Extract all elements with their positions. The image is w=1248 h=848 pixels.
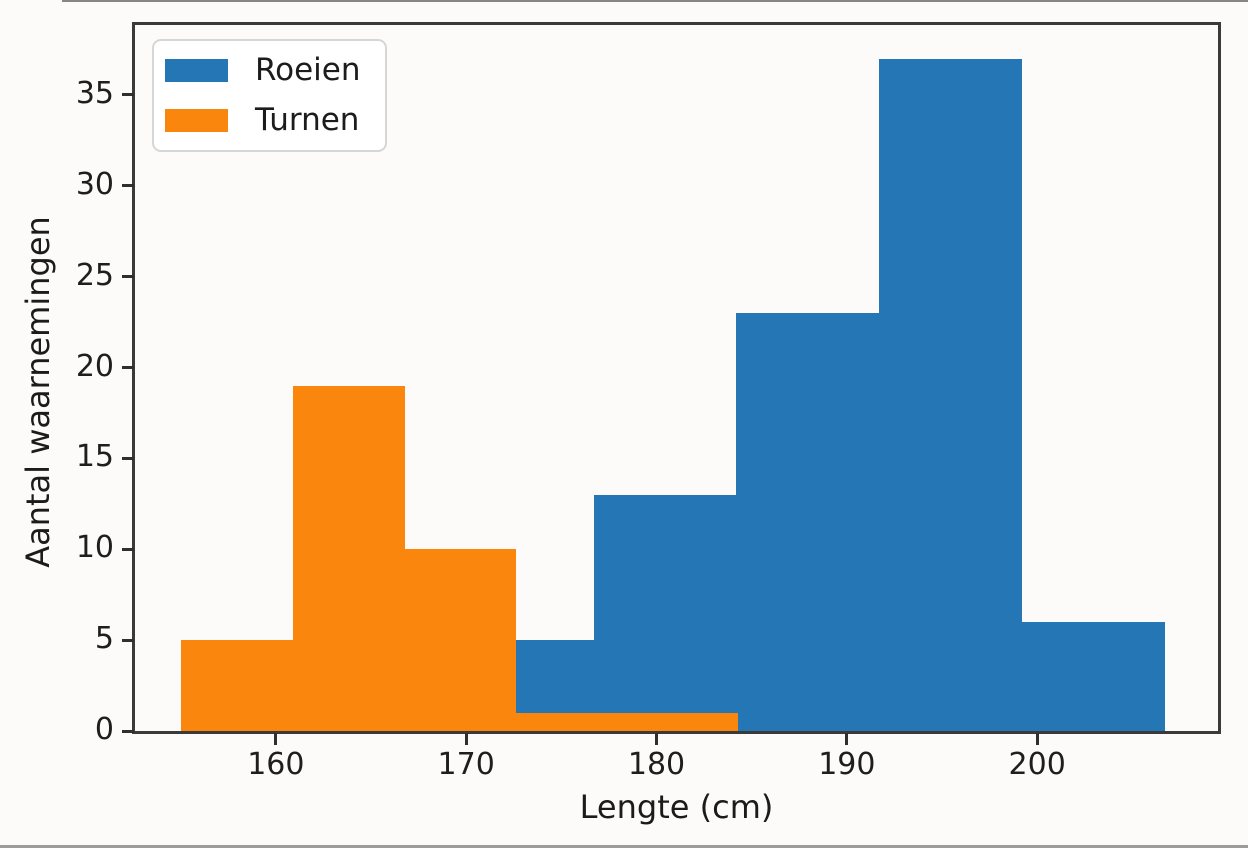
y-tick-label: 15 [75, 439, 114, 475]
legend-item-roeien: Roeien [154, 50, 385, 92]
x-tick-label: 190 [818, 747, 876, 782]
hist-bar-roeien-2 [736, 313, 880, 731]
y-tick-mark [122, 366, 134, 370]
legend: Roeien Turnen [152, 39, 387, 152]
hist-bar-roeien-1 [593, 494, 737, 731]
y-tick-label: 30 [75, 166, 114, 202]
hist-bar-turnen-4 [626, 712, 739, 731]
hist-bar-roeien-4 [1021, 621, 1165, 731]
y-tick-label: 0 [94, 711, 114, 747]
legend-swatch-turnen-icon [165, 109, 228, 132]
hist-bar-roeien-3 [879, 58, 1022, 731]
hist-bar-turnen-3 [515, 712, 627, 731]
x-tick-mark [464, 733, 468, 745]
y-axis-label: Aantal waarnemingen [19, 216, 57, 568]
x-tick-mark [1035, 733, 1039, 745]
y-tick-mark [122, 547, 134, 551]
y-tick-label: 5 [94, 620, 114, 656]
hist-bar-turnen-1 [292, 385, 406, 731]
x-tick-label: 180 [627, 747, 686, 782]
x-tick-label: 160 [247, 747, 305, 782]
y-tick-label: 25 [75, 257, 114, 293]
x-axis-label: Lengte (cm) [579, 788, 774, 826]
legend-label-roeien: Roeien [255, 52, 361, 88]
photo-edge-artifact-bottom [0, 845, 1248, 848]
legend-swatch-roeien-icon [165, 59, 228, 82]
y-tick-mark [122, 729, 134, 733]
x-tick-mark [845, 733, 849, 745]
y-tick-mark [122, 638, 134, 642]
legend-item-turnen: Turnen [154, 100, 385, 142]
plot-area [135, 25, 1218, 731]
x-tick-label: 170 [437, 747, 495, 782]
y-tick-label: 20 [75, 348, 114, 384]
y-tick-mark [122, 93, 134, 97]
y-tick-mark [122, 456, 134, 460]
y-tick-mark [122, 184, 134, 188]
y-tick-mark [122, 275, 134, 279]
x-tick-mark [274, 733, 278, 745]
x-tick-mark [655, 733, 658, 745]
y-tick-label: 35 [75, 75, 114, 111]
x-tick-label: 200 [1008, 747, 1066, 782]
hist-bar-turnen-2 [405, 549, 516, 731]
legend-label-turnen: Turnen [255, 102, 360, 138]
photo-edge-artifact-top [62, 0, 1248, 2]
y-tick-label: 10 [75, 530, 114, 566]
hist-bar-turnen-0 [180, 640, 293, 731]
